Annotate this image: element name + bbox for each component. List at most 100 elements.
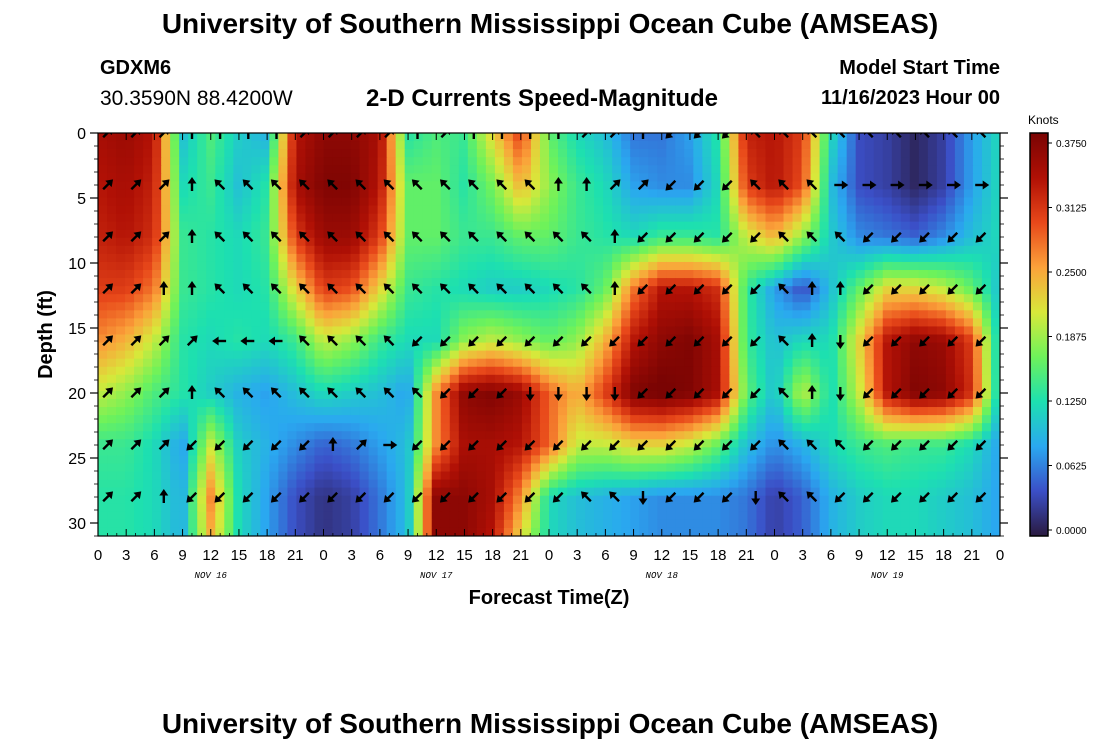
heatmap-cell (639, 261, 649, 271)
heatmap-cell (260, 374, 270, 384)
heatmap-cell (720, 197, 730, 207)
heatmap-cell (269, 398, 279, 408)
heatmap-cell (882, 439, 893, 448)
heatmap-cell (747, 318, 758, 328)
heatmap-cell (332, 519, 343, 529)
heatmap-cell (314, 165, 325, 174)
heatmap-cell (567, 390, 577, 400)
heatmap-cell (161, 374, 171, 384)
heatmap-cell (891, 326, 902, 336)
heatmap-cell (152, 286, 162, 295)
heatmap-cell (125, 245, 135, 255)
heatmap-cell (134, 358, 144, 368)
heatmap-cell (215, 237, 225, 247)
heatmap-cell (774, 197, 785, 207)
heatmap-cell (143, 197, 153, 207)
heatmap-cell (684, 398, 694, 408)
heatmap-cell (233, 519, 243, 529)
heatmap-cell (224, 455, 234, 465)
heatmap-cell (549, 133, 559, 142)
heatmap-cell (702, 398, 712, 408)
heatmap-cell (287, 302, 298, 311)
heatmap-cell (666, 398, 676, 408)
heatmap-cell (485, 173, 496, 182)
heatmap-cell (98, 310, 108, 319)
heatmap-cell (909, 382, 920, 392)
heatmap-cell (215, 390, 225, 400)
heatmap-cell (116, 527, 126, 536)
heatmap-cell (936, 479, 947, 489)
heatmap-cell (413, 519, 424, 529)
heatmap-cell (927, 374, 938, 384)
heatmap-cell (278, 350, 289, 360)
heatmap-cell (558, 463, 568, 473)
heatmap-cell (242, 141, 252, 150)
heatmap-cell (467, 382, 478, 392)
heatmap-cell (639, 213, 649, 223)
heatmap-cell (549, 149, 559, 158)
heatmap-cell (936, 253, 947, 263)
heatmap-cell (350, 487, 361, 497)
heatmap-cell (855, 342, 866, 352)
heatmap-cell (720, 334, 730, 344)
heatmap-cell (585, 415, 595, 424)
heatmap-cell (377, 157, 388, 166)
heatmap-cell (981, 334, 992, 344)
heatmap-cell (341, 261, 352, 271)
heatmap-cell (882, 149, 893, 158)
heatmap-cell (305, 205, 316, 215)
heatmap-cell (467, 487, 478, 497)
heatmap-cell (666, 270, 676, 279)
heatmap-cell (512, 455, 523, 465)
heatmap-cell (621, 398, 631, 408)
heatmap-cell (684, 527, 694, 536)
heatmap-cell (314, 382, 325, 392)
heatmap-cell (729, 253, 740, 263)
heatmap-cell (846, 487, 857, 497)
heatmap-cell (233, 157, 243, 166)
heatmap-cell (639, 278, 649, 287)
heatmap-cell (621, 511, 631, 521)
heatmap-cell (143, 149, 153, 158)
heatmap-cell (783, 189, 794, 199)
heatmap-cell (828, 326, 839, 336)
heatmap-cell (765, 141, 776, 150)
heatmap-cell (332, 197, 343, 207)
heatmap-cell (233, 382, 243, 392)
heatmap-cell (341, 213, 352, 223)
heatmap-cell (386, 229, 397, 239)
heatmap-cell (440, 221, 451, 231)
heatmap-cell (945, 447, 956, 456)
heatmap-cell (882, 342, 893, 352)
heatmap-cell (810, 221, 821, 231)
heatmap-cell (251, 334, 261, 344)
heatmap-cell (485, 503, 496, 513)
heatmap-cell (990, 286, 1000, 295)
heatmap-cell (341, 463, 352, 473)
heatmap-cell (936, 431, 947, 440)
heatmap-cell (846, 286, 857, 295)
heatmap-cell (188, 149, 198, 158)
heatmap-cell (152, 503, 162, 513)
heatmap-cell (972, 350, 983, 360)
heatmap-cell (350, 253, 361, 263)
heatmap-cell (873, 318, 884, 328)
heatmap-cell (585, 270, 595, 279)
heatmap-cell (882, 165, 893, 174)
heatmap-cell (449, 157, 460, 166)
heatmap-cell (449, 270, 460, 279)
heatmap-cell (215, 205, 225, 215)
heatmap-cell (539, 165, 550, 174)
heatmap-cell (828, 229, 839, 239)
heatmap-cell (567, 334, 577, 344)
heatmap-cell (512, 141, 523, 150)
heatmap-cell (801, 487, 812, 497)
heatmap-cell (377, 318, 388, 328)
heatmap-cell (603, 350, 613, 360)
heatmap-cell (855, 374, 866, 384)
heatmap-cell (549, 342, 559, 352)
heatmap-cell (161, 213, 171, 223)
heatmap-cell (521, 431, 532, 440)
heatmap-cell (494, 398, 505, 408)
heatmap-cell (738, 382, 749, 392)
